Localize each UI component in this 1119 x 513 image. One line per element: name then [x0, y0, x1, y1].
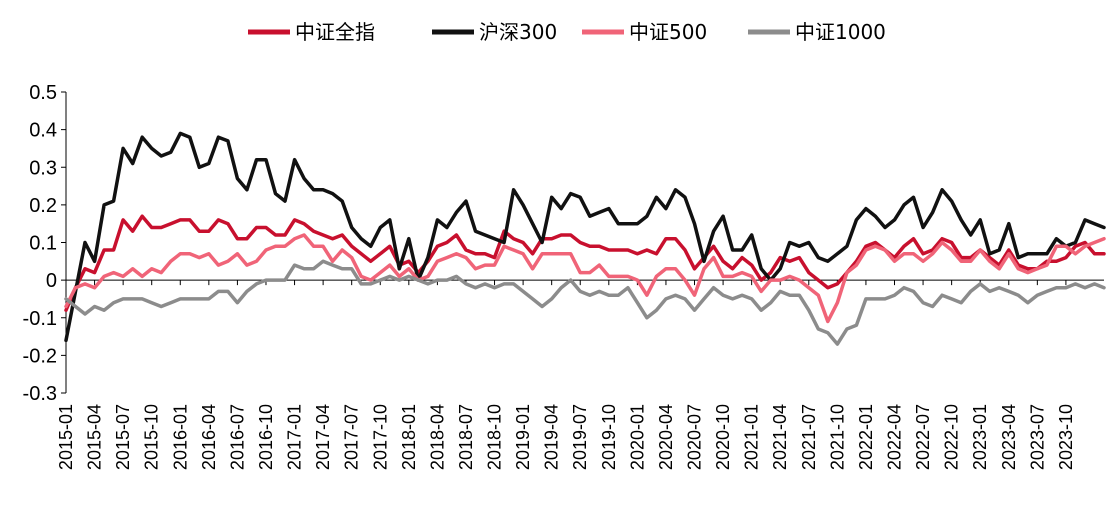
y-tick-label: 0.5 [29, 82, 57, 104]
legend-item-3: 中证1000 [748, 20, 886, 44]
x-tick-label: 2016-04 [199, 404, 219, 470]
x-tick-label: 2021-10 [827, 404, 847, 470]
x-tick-label: 2023-10 [1056, 404, 1076, 470]
x-tick-label: 2017-07 [342, 404, 362, 470]
series-line-3 [64, 259, 1106, 346]
legend-label: 沪深300 [479, 20, 557, 44]
x-tick-label: 2016-01 [170, 404, 190, 470]
x-tick-label: 2020-04 [656, 404, 676, 470]
x-tick-label: 2018-04 [427, 404, 447, 470]
x-tick-label: 2015-01 [56, 404, 76, 470]
x-tick-label: 2017-04 [313, 404, 333, 470]
x-tick-label: 2017-01 [285, 404, 305, 470]
legend: 中证全指 沪深300 中证500 中证1000 [248, 20, 886, 44]
x-tick-label: 2019-04 [542, 404, 562, 470]
legend-label: 中证500 [629, 20, 707, 44]
x-tick-label: 2020-10 [713, 404, 733, 470]
x-tick-label: 2019-01 [513, 404, 533, 470]
series-line-2 [64, 233, 1106, 324]
y-tick-label: -0.1 [23, 308, 57, 330]
x-tick-label: 2020-07 [685, 404, 705, 470]
series-layer [64, 131, 1106, 346]
y-tick-label: -0.3 [23, 383, 57, 405]
x-tick-label: 2015-07 [113, 404, 133, 470]
x-tick-label: 2018-01 [399, 404, 419, 470]
x-tick-label: 2021-04 [770, 404, 790, 470]
x-tick-label: 2022-10 [942, 404, 962, 470]
x-tick-label: 2016-10 [256, 404, 276, 470]
x-tick-label: 2022-07 [913, 404, 933, 470]
y-tick-label: 0.2 [29, 195, 57, 217]
x-tick-label: 2015-04 [85, 404, 105, 470]
x-tick-label: 2018-07 [456, 404, 476, 470]
x-tick-label: 2019-10 [599, 404, 619, 470]
x-tick-label: 2023-01 [970, 404, 990, 470]
x-tick-label: 2021-01 [742, 404, 762, 470]
x-tick-label: 2019-07 [570, 404, 590, 470]
x-tick-label: 2023-07 [1027, 404, 1047, 470]
x-tick-label: 2018-10 [485, 404, 505, 470]
x-tick-label: 2021-07 [799, 404, 819, 470]
x-axis: 2015-01 2015-04 2015-07 2015-10 2016-01 2016-… [56, 279, 1104, 470]
x-tick-label: 2015-10 [142, 404, 162, 470]
legend-item-0: 中证全指 [248, 20, 375, 44]
x-tick-label: 2017-10 [370, 404, 390, 470]
legend-label: 中证全指 [295, 20, 375, 44]
series-line-0 [64, 214, 1106, 312]
x-tick-label: 2016-07 [227, 404, 247, 470]
series-line-1 [64, 131, 1106, 343]
x-tick-label: 2022-01 [856, 404, 876, 470]
legend-label: 中证1000 [795, 20, 886, 44]
x-tick-label: 2022-04 [884, 404, 904, 470]
x-tick-label: 2023-04 [999, 404, 1019, 470]
legend-item-2: 中证500 [582, 20, 707, 44]
legend-item-1: 沪深300 [432, 20, 557, 44]
y-tick-label: 0.4 [29, 120, 57, 142]
y-axis: 0.5 0.4 0.3 0.2 0.1 0 -0.1 -0.2 -0.3 [23, 82, 67, 405]
y-tick-label: 0.1 [29, 233, 57, 255]
y-tick-label: 0 [46, 270, 57, 292]
y-tick-label: -0.2 [23, 345, 57, 367]
y-tick-label: 0.3 [29, 157, 57, 179]
x-tick-label: 2020-01 [627, 404, 647, 470]
